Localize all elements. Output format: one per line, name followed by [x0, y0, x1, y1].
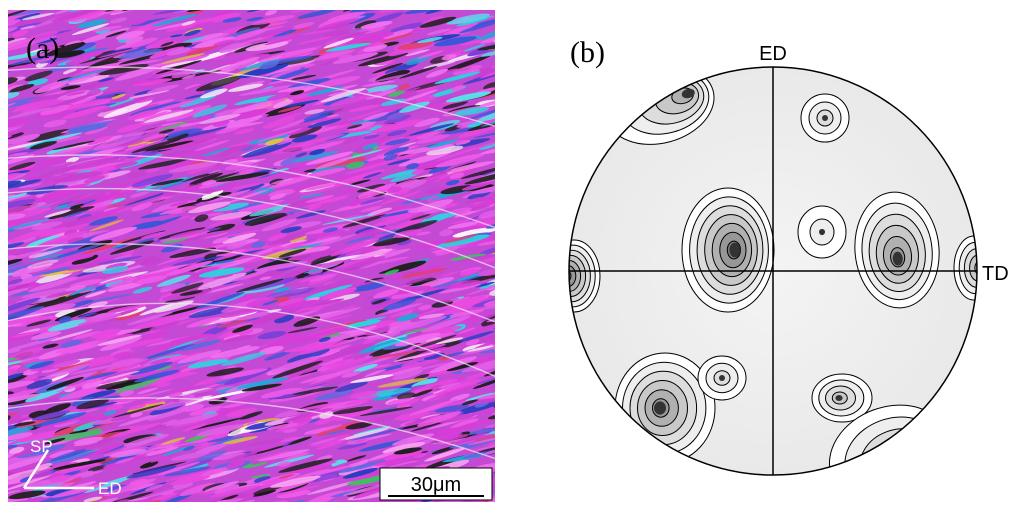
pole-cluster-lower-left-small — [698, 356, 746, 400]
pole-figure: (b) ED TD — [540, 0, 1024, 513]
pole-maximum — [822, 115, 828, 121]
pole-cluster-left-edge — [548, 240, 600, 312]
td-axis-label: TD — [982, 263, 1009, 285]
pole-maximum — [719, 375, 725, 381]
pole-maximum — [835, 395, 842, 401]
pole-cluster-upper-right-small — [801, 94, 849, 142]
pole-cluster-center-left — [682, 188, 774, 312]
ed-axis-label: ED — [759, 43, 787, 65]
scale-bar: 30μm — [380, 468, 492, 500]
pole-maximum — [654, 401, 666, 414]
sp-label: SP — [30, 437, 53, 456]
contour-line — [888, 449, 918, 476]
scale-bar-label: 30μm — [411, 474, 461, 496]
pole-maximum — [729, 243, 740, 258]
ebsd-orientation-map: (a) SP ED 30μm — [8, 10, 495, 502]
ebsd-map-svg: (a) SP ED 30μm — [8, 10, 495, 502]
pole-maximum — [819, 229, 825, 235]
ed-direction-label: ED — [98, 479, 122, 498]
pole-maximum — [898, 456, 916, 472]
panel-label-a: (a) — [26, 32, 59, 65]
panel-label-b: (b) — [570, 36, 605, 69]
pole-cluster-center-right-small — [798, 206, 846, 258]
pole-figure-svg: (b) ED TD — [540, 0, 1024, 513]
